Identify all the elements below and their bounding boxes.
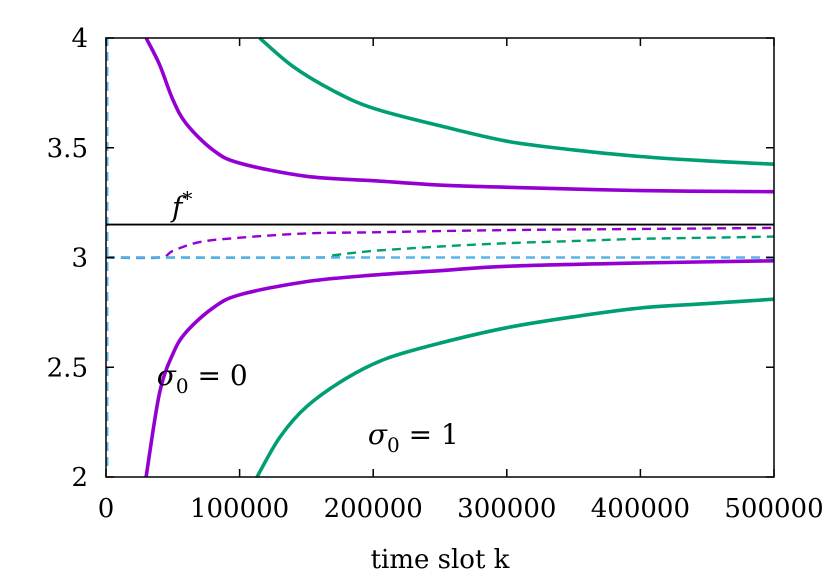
y-tick-label: 2 [71,463,88,493]
y-tick-label: 2.5 [47,353,88,383]
series-line-1 [144,37,775,194]
sigma1-prefix: σ [368,418,388,451]
sigma0-eq-0-annotation: σ0 = 0 [157,359,248,398]
x-tick-label: 300000 [457,494,556,524]
sigma0-equals: = 0 [189,359,248,392]
series-layer [105,36,775,478]
y-tick-label: 4 [71,24,88,54]
sigma1-subscript: 0 [387,433,400,457]
y-tick-label: 3.5 [47,134,88,164]
series-line-6 [105,235,775,259]
sigma1-equals: = 1 [400,418,459,451]
x-tick-label: 200000 [324,494,423,524]
y-tick-label: 3 [71,244,88,274]
series-line-4 [255,297,775,478]
series-line-5 [105,226,775,260]
x-axis-label: time slot k [371,545,510,575]
f-star-label: f* [170,187,192,224]
x-tick-label: 500000 [724,494,823,524]
series-line-2 [144,259,775,478]
sigma0-eq-1-annotation: σ0 = 1 [368,418,459,457]
sigma0-subscript: 0 [176,374,189,398]
x-tick-label: 0 [98,494,115,524]
x-tick-label: 100000 [190,494,289,524]
ticks-layer: 0 100000 200000 300000 400000 500000 2 2.5 3 3.5 4 [47,24,824,524]
x-tick-label: 400000 [591,494,690,524]
series-line-3 [258,36,775,166]
sigma0-prefix: σ [157,359,177,392]
